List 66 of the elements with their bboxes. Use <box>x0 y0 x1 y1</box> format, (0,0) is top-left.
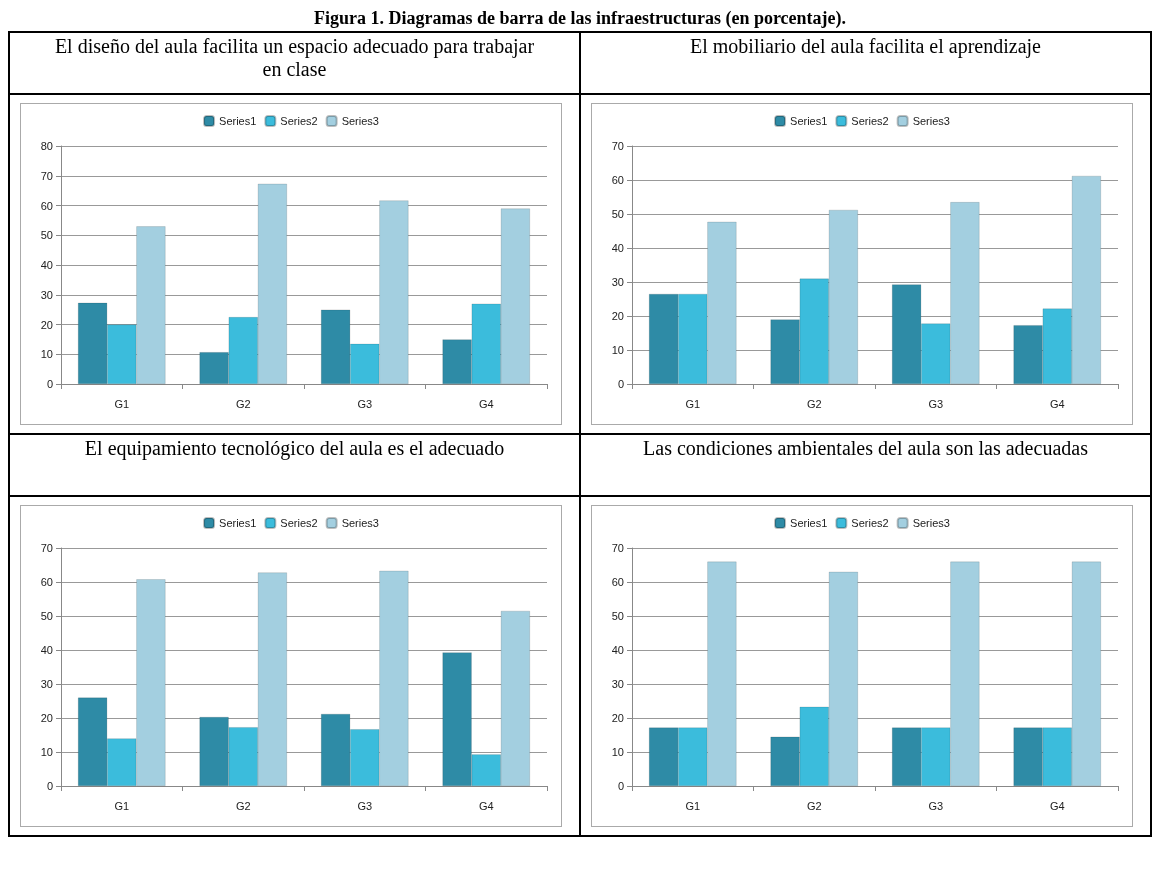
chart-title: El diseño del aula facilita un espacio adecuado para trabajar en clase <box>9 32 580 94</box>
y-tick-label: 50 <box>40 610 53 622</box>
x-tick-label: G4 <box>1049 397 1065 410</box>
legend-label: Series3 <box>912 517 950 529</box>
y-tick-label: 50 <box>611 208 624 220</box>
y-tick-label: 60 <box>40 199 53 212</box>
y-tick-label: 30 <box>40 678 53 690</box>
y-tick-label: 70 <box>40 169 53 182</box>
text: Figura 1. Diagramas de barra de las infraestructuras (en porcentaje). <box>312 8 848 29</box>
legend-label: Series3 <box>912 115 950 127</box>
legend-label: Series2 <box>280 517 318 529</box>
legend-label: Series2 <box>280 115 318 127</box>
y-tick-label: 20 <box>40 318 53 331</box>
chart-title: El mobiliario del aula facilita el aprendizaje <box>580 32 1151 94</box>
x-tick-label: G4 <box>1049 799 1065 812</box>
x-tick-label: G1 <box>114 397 130 410</box>
x-tick-label: G2 <box>806 799 822 812</box>
y-tick-label: 30 <box>611 678 624 690</box>
x-tick-label: G4 <box>478 397 494 410</box>
y-tick-label: 10 <box>611 344 624 356</box>
y-tick-label: 30 <box>40 288 53 301</box>
legend-label: Series1 <box>790 517 828 529</box>
x-tick-label: G3 <box>928 397 944 410</box>
y-tick-label: 40 <box>40 644 53 656</box>
y-tick-label: 0 <box>617 780 624 792</box>
x-tick-label: G3 <box>357 397 373 410</box>
y-tick-label: 50 <box>40 229 53 242</box>
legend-label: Series3 <box>341 115 379 127</box>
y-tick-label: 10 <box>40 746 53 758</box>
y-tick-label: 10 <box>611 746 624 758</box>
y-tick-label: 50 <box>611 610 624 622</box>
x-tick-label: G2 <box>806 397 822 410</box>
y-tick-label: 20 <box>611 712 624 724</box>
legend-label: Series1 <box>219 115 257 127</box>
y-tick-label: 70 <box>611 140 624 152</box>
y-tick-label: 70 <box>611 542 624 554</box>
y-tick-label: 40 <box>611 644 624 656</box>
y-tick-label: 20 <box>40 712 53 724</box>
y-tick-label: 0 <box>46 378 53 390</box>
legend-label: Series1 <box>219 517 257 529</box>
y-tick-label: 60 <box>40 576 53 588</box>
x-tick-label: G1 <box>114 799 130 812</box>
y-tick-label: 0 <box>46 780 53 792</box>
y-tick-label: 40 <box>40 259 53 271</box>
y-tick-label: 80 <box>40 140 53 152</box>
x-tick-label: G4 <box>478 799 494 812</box>
y-tick-label: 60 <box>611 576 624 588</box>
x-tick-label: G3 <box>357 799 373 812</box>
legend-label: Series2 <box>851 115 889 127</box>
x-tick-label: G2 <box>235 397 251 410</box>
legend-label: Series2 <box>851 517 889 529</box>
y-tick-label: 40 <box>611 242 624 254</box>
legend-label: Series1 <box>790 115 828 127</box>
y-tick-label: 30 <box>611 276 624 288</box>
x-tick-label: G2 <box>235 799 251 812</box>
y-tick-label: 20 <box>611 310 624 322</box>
y-tick-label: 60 <box>611 174 624 186</box>
chart-title: Las condiciones ambientales del aula son las adecuadas <box>580 434 1151 496</box>
x-tick-label: G3 <box>928 799 944 812</box>
y-tick-label: 10 <box>40 348 53 361</box>
chart-title: El equipamiento tecnológico del aula es el adecuado <box>9 434 580 496</box>
y-tick-label: 70 <box>40 542 53 554</box>
x-tick-label: G1 <box>685 799 701 812</box>
legend-label: Series3 <box>341 517 379 529</box>
x-tick-label: G1 <box>685 397 701 410</box>
y-tick-label: 0 <box>617 378 624 390</box>
